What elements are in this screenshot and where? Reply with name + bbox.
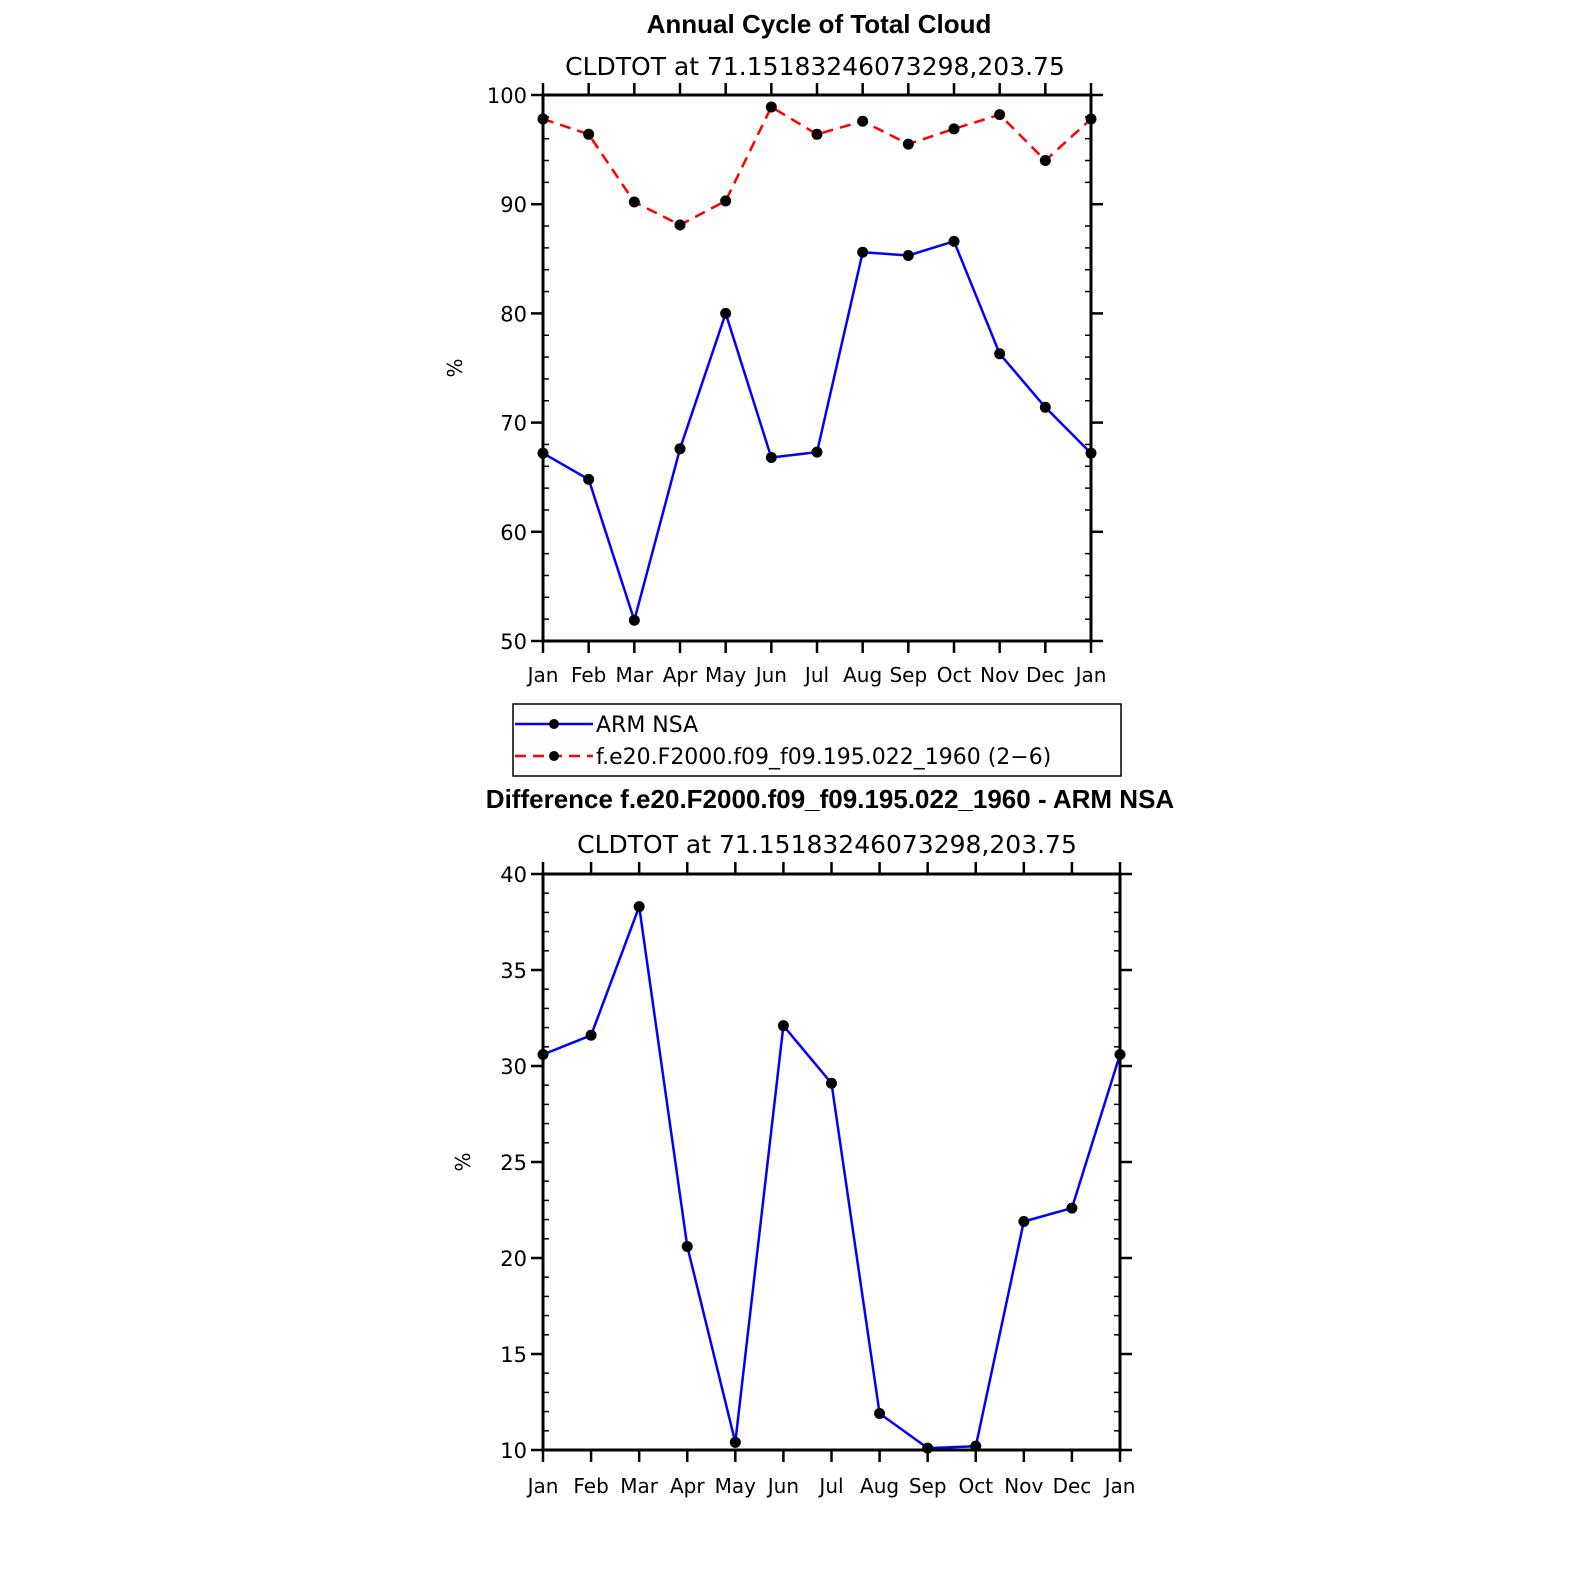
y-tick-label: 100 <box>487 84 527 108</box>
data-point <box>811 128 823 140</box>
x-tick-label: Jan <box>1074 663 1107 687</box>
legend-swatch-model-marker <box>549 751 559 761</box>
data-point <box>681 1240 693 1252</box>
chart-2-ylabel: % <box>451 1152 475 1171</box>
x-tick-label: Feb <box>573 1474 608 1498</box>
data-point <box>811 446 823 458</box>
y-tick-label: 35 <box>500 959 527 983</box>
chart-difference: Difference f.e20.F2000.f09_f09.195.022_1… <box>451 784 1174 1498</box>
data-point <box>826 1077 837 1089</box>
x-tick-label: Dec <box>1026 663 1065 687</box>
data-point <box>922 1442 934 1454</box>
data-point <box>674 219 686 231</box>
x-tick-label: Apr <box>670 1474 705 1498</box>
legend-label-arm: ARM NSA <box>596 713 698 738</box>
chart-2-title: Difference f.e20.F2000.f09_f09.195.022_1… <box>486 784 1175 814</box>
chart-1-subtitle: CLDTOT at 71.15183246073298,203.75 <box>565 52 1065 81</box>
x-tick-label: Jan <box>1103 1474 1136 1498</box>
chart-1-series <box>537 101 1097 626</box>
legend-box <box>512 703 1122 777</box>
x-tick-label: May <box>705 663 747 687</box>
y-tick-label: 20 <box>500 1247 527 1271</box>
data-point <box>628 614 640 626</box>
data-point <box>994 348 1006 360</box>
x-tick-label: Nov <box>1004 1474 1043 1498</box>
y-tick-label: 80 <box>500 302 527 326</box>
x-tick-label: Mar <box>615 663 654 687</box>
x-tick-label: Jan <box>526 1474 559 1498</box>
legend: ARM NSA f.e20.F2000.f09_f09.195.022_1960… <box>512 703 1122 777</box>
data-point <box>729 1436 741 1448</box>
data-point <box>720 195 732 207</box>
data-point <box>1018 1216 1030 1228</box>
x-tick-label: Jan <box>526 663 559 687</box>
x-tick-label: Oct <box>937 663 972 687</box>
x-tick-label: Jun <box>754 663 787 687</box>
data-point <box>902 138 914 150</box>
y-tick-label: 10 <box>500 1439 527 1463</box>
x-tick-label: Sep <box>889 663 927 687</box>
chart-1-title: Annual Cycle of Total Cloud <box>647 9 992 39</box>
data-point <box>948 235 960 247</box>
data-point <box>583 128 595 140</box>
y-tick-label: 70 <box>500 412 527 436</box>
chart-annual-cycle: Annual Cycle of Total Cloud CLDTOT at 71… <box>443 9 1106 687</box>
x-tick-label: Sep <box>909 1474 947 1498</box>
legend-swatch-arm-marker <box>549 719 559 729</box>
data-point <box>902 250 914 262</box>
data-point <box>628 196 640 208</box>
x-tick-label: Aug <box>843 663 882 687</box>
chart-2-frame <box>541 872 1122 1452</box>
y-tick-label: 40 <box>500 863 527 887</box>
data-point <box>857 115 869 127</box>
x-tick-label: Oct <box>958 1474 993 1498</box>
chart-2-ticks: 10 15 20 25 30 35 40 Jan Feb Mar Apr May Jun Jul Aug Se… <box>500 862 1135 1498</box>
data-point <box>765 452 777 464</box>
data-point <box>1039 401 1051 413</box>
chart-1-frame <box>541 93 1093 643</box>
series-line-0 <box>542 240 1092 622</box>
x-tick-label: May <box>715 1474 757 1498</box>
x-tick-label: Aug <box>860 1474 899 1498</box>
data-point <box>777 1020 789 1032</box>
chart-1-ticks: 50 60 70 80 90 100 Jan Feb Mar Apr May Jun Jul Aug Sep… <box>487 83 1107 687</box>
x-tick-label: Feb <box>571 663 606 687</box>
data-point <box>633 901 645 913</box>
data-point <box>874 1408 886 1420</box>
data-point <box>720 307 732 319</box>
x-tick-label: Jul <box>817 1474 843 1498</box>
series-line-1 <box>542 105 1092 227</box>
x-tick-label: Jun <box>766 1474 799 1498</box>
y-tick-label: 30 <box>500 1055 527 1079</box>
y-tick-label: 90 <box>500 193 527 217</box>
data-point <box>765 101 777 113</box>
x-tick-label: Jul <box>803 663 829 687</box>
chart-1-ylabel: % <box>443 358 467 377</box>
data-point <box>857 246 869 258</box>
x-tick-label: Nov <box>980 663 1019 687</box>
x-tick-label: Mar <box>620 1474 659 1498</box>
data-point <box>674 443 686 455</box>
y-tick-label: 60 <box>500 521 527 545</box>
data-point <box>585 1029 597 1041</box>
x-tick-label: Apr <box>663 663 698 687</box>
data-point <box>583 473 595 485</box>
x-tick-label: Dec <box>1053 1474 1092 1498</box>
y-tick-label: 15 <box>500 1343 527 1367</box>
legend-label-model: f.e20.F2000.f09_f09.195.022_1960 (2−6) <box>596 745 1051 770</box>
data-point <box>948 123 960 135</box>
chart-2-series <box>537 901 1126 1454</box>
chart-2-subtitle: CLDTOT at 71.15183246073298,203.75 <box>577 830 1077 859</box>
series-line-0 <box>542 905 1122 1450</box>
data-point <box>1066 1202 1078 1214</box>
data-point <box>994 109 1006 121</box>
y-tick-label: 25 <box>500 1151 527 1175</box>
y-tick-label: 50 <box>500 630 527 654</box>
data-point <box>1039 155 1051 167</box>
